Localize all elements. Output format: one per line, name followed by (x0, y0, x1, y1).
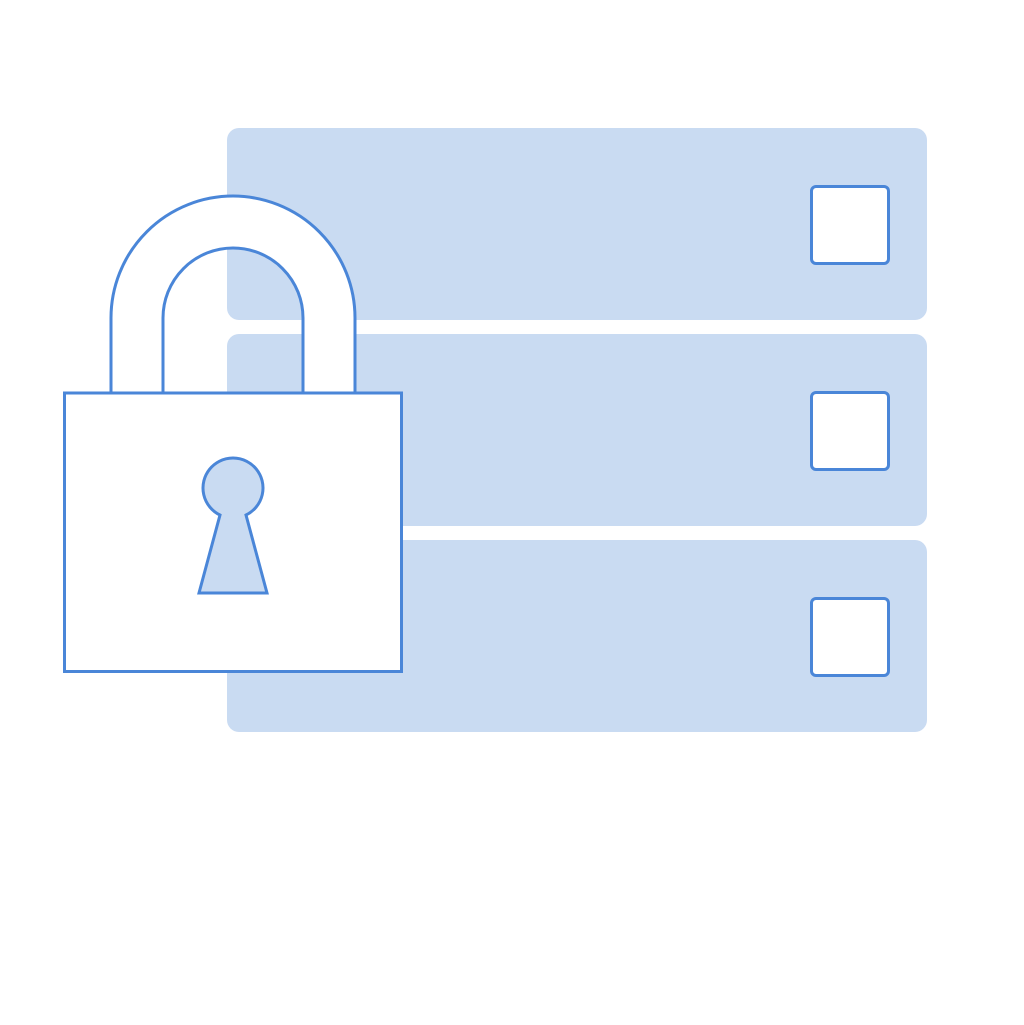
server-indicator-bottom (810, 597, 890, 677)
padlock-shackle (111, 196, 355, 393)
padlock-icon (63, 163, 403, 673)
server-indicator-top (810, 185, 890, 265)
secure-server-icon (0, 0, 1024, 1025)
server-indicator-middle (810, 391, 890, 471)
